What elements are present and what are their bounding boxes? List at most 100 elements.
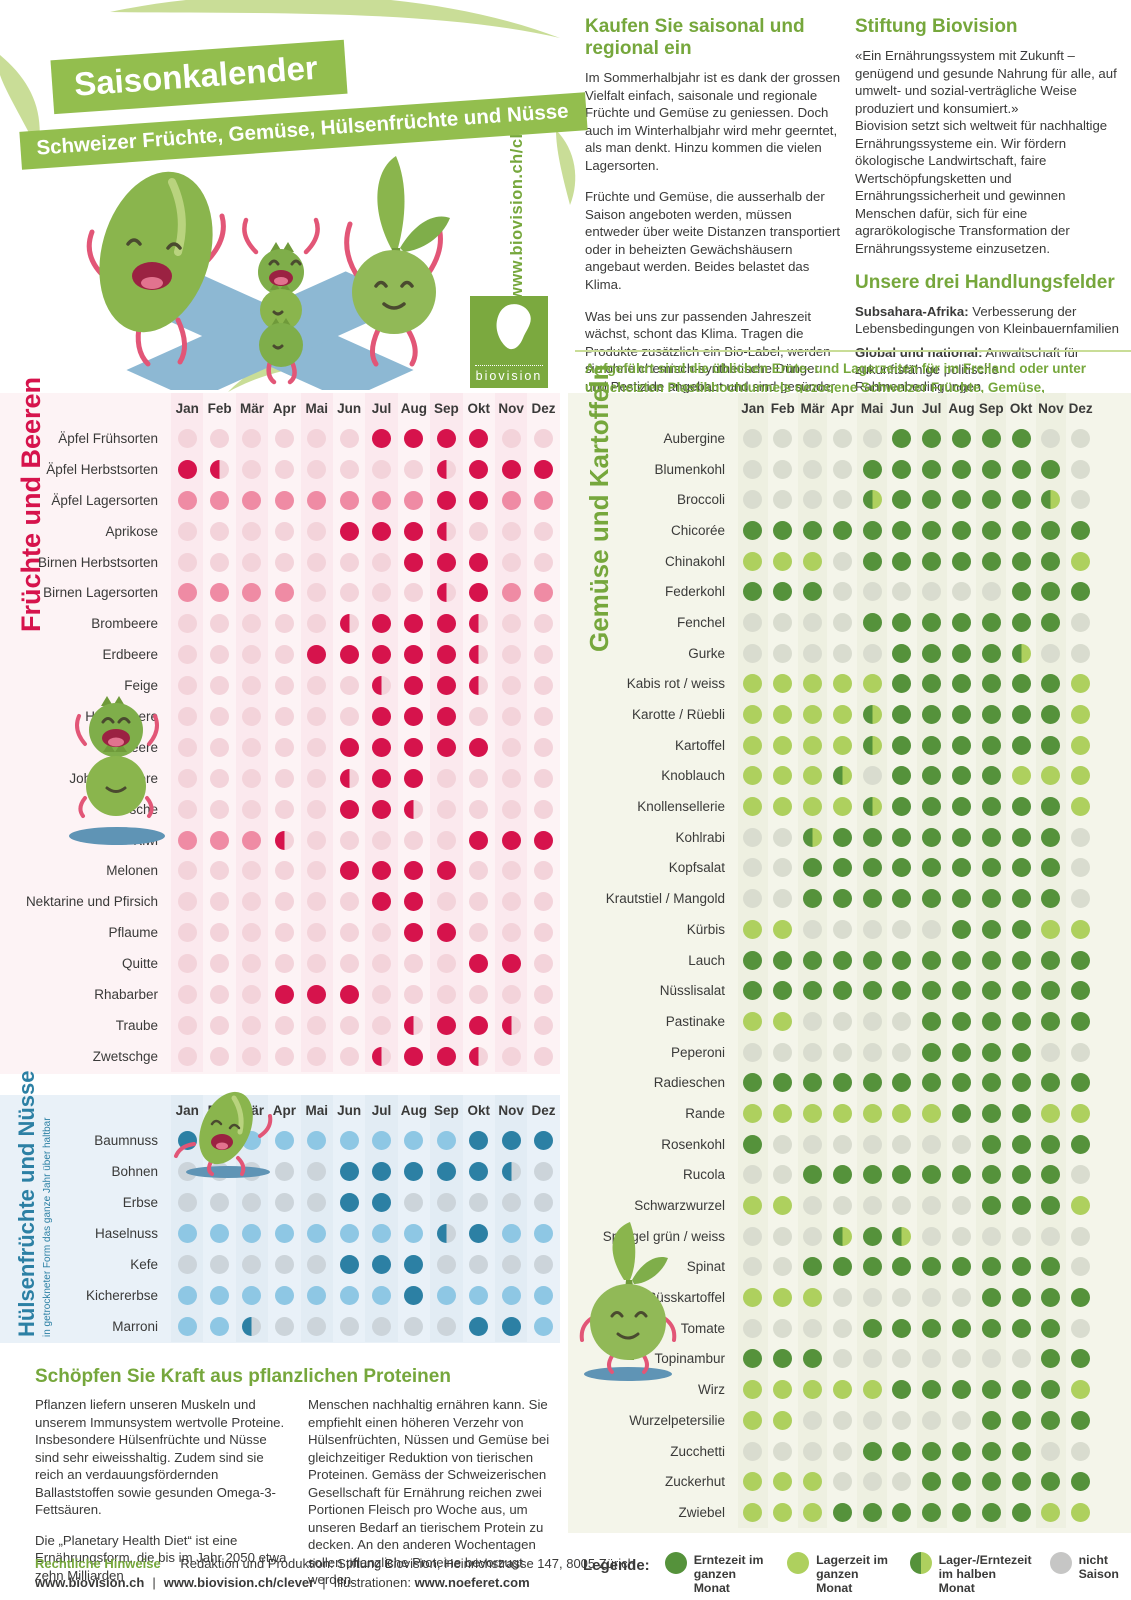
season-cell-N <box>242 1015 262 1035</box>
season-cell-E <box>892 1502 912 1522</box>
season-cell-E <box>892 674 912 694</box>
season-cell-E <box>404 521 424 541</box>
season-cell-N <box>743 643 763 663</box>
season-cell-E <box>802 889 822 909</box>
season-cell-E <box>951 1103 971 1123</box>
season-cell-E <box>404 892 424 912</box>
season-cell-N <box>210 521 230 541</box>
season-cell-E <box>533 459 553 479</box>
row-label: Kichererbse <box>85 1288 158 1303</box>
proteins-column-1: Pflanzen liefern unseren Muskeln und uns… <box>35 1396 288 1597</box>
season-cell-E <box>1011 1073 1031 1093</box>
season-cell-E <box>862 1441 882 1461</box>
season-cell-N <box>372 984 392 1004</box>
season-cell-N <box>862 1196 882 1216</box>
season-cell-N <box>832 1011 852 1031</box>
table-row: Wirz <box>568 1374 1096 1405</box>
season-cell-H <box>436 521 456 541</box>
season-cell-L <box>274 490 294 510</box>
season-cell-E <box>404 1255 424 1274</box>
season-cell-N <box>501 861 521 881</box>
intro-column-2: Stiftung Biovision «Ein Ernährungssystem… <box>855 16 1123 444</box>
season-cell-L <box>862 674 882 694</box>
season-cell-N <box>242 923 262 943</box>
season-cell-E <box>951 889 971 909</box>
table-row: Pastinake <box>568 1006 1096 1037</box>
season-cell-E <box>372 428 392 448</box>
intro-heading-1: Kaufen Sie saisonal und regional ein <box>585 16 805 59</box>
season-cell-E <box>404 552 424 572</box>
season-cell-E <box>922 1042 942 1062</box>
season-cell-E <box>892 827 912 847</box>
season-cell-N <box>892 1288 912 1308</box>
season-cell-N <box>832 1288 852 1308</box>
season-cell-E <box>1041 950 1061 970</box>
season-cell-N <box>242 768 262 788</box>
season-cell-N <box>242 1255 262 1274</box>
legend-item: Lager-/Erntezeit im halben Monat <box>909 1552 1032 1595</box>
season-cell-E <box>802 1165 822 1185</box>
season-cell-N <box>242 892 262 912</box>
season-cell-N <box>922 1196 942 1216</box>
season-cell-N <box>892 582 912 602</box>
season-cell-E <box>1041 1134 1061 1154</box>
season-cell-N <box>773 428 793 448</box>
season-cell-E <box>981 1103 1001 1123</box>
season-cell-N <box>1041 1441 1061 1461</box>
row-label: Wirz <box>698 1382 725 1398</box>
season-cell-E <box>1011 1103 1031 1123</box>
season-cell-E <box>922 490 942 510</box>
season-cell-E <box>981 950 1001 970</box>
legend-item-text: nicht Saison <box>1078 1553 1119 1582</box>
season-cell-N <box>1071 459 1091 479</box>
month-label: Jun <box>889 400 914 416</box>
season-cell-L <box>773 1410 793 1430</box>
season-cell-N <box>1041 428 1061 448</box>
month-label: Apr <box>830 400 854 416</box>
intro-heading-2: Stiftung Biovision <box>855 16 1018 37</box>
season-cell-N <box>210 768 230 788</box>
month-label: Jul <box>371 400 392 416</box>
month-label: Nov <box>1038 400 1064 416</box>
season-cell-N <box>307 1193 327 1212</box>
season-cell-E <box>773 582 793 602</box>
season-cell-L <box>533 583 553 603</box>
season-cell-E <box>922 520 942 540</box>
season-cell-N <box>922 919 942 939</box>
season-cell-L <box>802 735 822 755</box>
season-cell-L <box>274 1286 294 1305</box>
legal-label: Rechtliche Hinweise <box>35 1556 161 1571</box>
season-cell-L <box>242 583 262 603</box>
season-cell-N <box>177 768 197 788</box>
season-cell-E <box>404 676 424 696</box>
season-cell-E <box>1011 1196 1031 1216</box>
season-cell-E <box>469 583 489 603</box>
table-row: Kiwi <box>0 824 560 856</box>
season-cell-N <box>773 827 793 847</box>
season-cell-N <box>177 645 197 665</box>
action-field: Global und national: Anwaltschaft für zu… <box>855 344 1080 395</box>
season-cell-E <box>981 1042 1001 1062</box>
season-cell-N <box>892 1196 912 1216</box>
season-cell-E <box>802 950 822 970</box>
table-row: Federkohl <box>568 576 1096 608</box>
season-cell-E <box>1041 735 1061 755</box>
season-cell-L <box>773 705 793 725</box>
season-cell-L <box>533 490 553 510</box>
season-cell-N <box>501 614 521 634</box>
season-cell-N <box>533 1255 553 1274</box>
season-cell-E <box>436 428 456 448</box>
season-cell-N <box>372 923 392 943</box>
season-cell-E <box>1011 705 1031 725</box>
season-cell-L <box>307 490 327 510</box>
season-cell-E <box>1011 459 1031 479</box>
quote-paragraph: «Ein Ernährungssystem mit Zukunft – genü… <box>855 48 1117 116</box>
season-cell-N <box>832 1410 852 1430</box>
season-cell-L <box>307 1224 327 1243</box>
season-cell-E <box>951 797 971 817</box>
season-cell-N <box>436 892 456 912</box>
season-cell-N <box>177 706 197 726</box>
season-cell-N <box>533 737 553 757</box>
season-cell-N <box>922 1349 942 1369</box>
